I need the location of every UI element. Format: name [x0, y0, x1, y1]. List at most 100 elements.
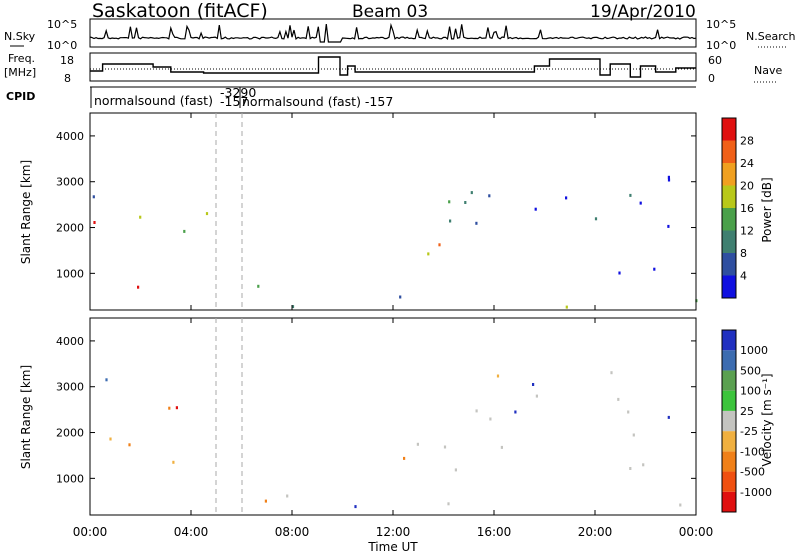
range-gate-cell: [642, 463, 645, 467]
nave-tick-top: 60: [708, 54, 722, 67]
range-gate-cell: [627, 410, 630, 414]
range-gate-cell: [475, 221, 478, 225]
range-gate-cell: [399, 295, 402, 299]
x-tick-label: 20:00: [578, 525, 613, 539]
velocity-ylabel: Slant Range [km]: [19, 365, 33, 469]
range-gate-cell: [617, 397, 620, 401]
range-gate-cell: [291, 305, 295, 309]
frequency-label-1: Freq.: [8, 52, 35, 65]
colorbar-swatch: [722, 471, 736, 492]
colorbar-swatch: [722, 370, 736, 391]
power-panel: 1000 2000 3000 4000 Slant Range [km] 28 24 20…: [19, 112, 774, 311]
velocity-y-ticks: 1000 2000 3000 4000: [56, 335, 696, 485]
range-gate-cell: [464, 201, 467, 204]
frequency-label-2: [MHz]: [4, 66, 36, 79]
range-gate-cell: [667, 224, 670, 228]
range-gate-cell: [667, 175, 670, 179]
colorbar-swatch: [722, 410, 736, 432]
colorbar-frame: [721, 329, 737, 513]
colorbar-tick-label: -100: [740, 445, 765, 458]
y-tick-label: 1000: [56, 267, 84, 280]
colorbar-swatch: [722, 185, 736, 208]
velocity-data-cells: [105, 371, 682, 509]
cpid-segment-3: -157: [220, 94, 248, 109]
colorbar-frame: [721, 117, 737, 299]
nave-tick-bottom: 0: [708, 72, 715, 85]
velocity-frame: [89, 317, 697, 516]
range-gate-cell: [438, 243, 441, 247]
range-gate-cell: [632, 433, 635, 437]
range-gate-cell: [610, 371, 613, 375]
power-data-cells: [92, 175, 698, 309]
frequency-line: [90, 56, 696, 78]
range-gate-cell: [449, 219, 452, 223]
colorbar-tick-label: -1000: [740, 486, 772, 499]
colorbar-swatch: [722, 330, 736, 351]
noise-left-label: N.Sky: [4, 30, 36, 43]
frequency-tick-top: 18: [60, 54, 74, 67]
frequency-panel: Freq. [MHz] 18 8 60 0 Nave: [4, 52, 782, 85]
colorbar-swatch: [722, 208, 736, 231]
y-tick-label: 2000: [56, 222, 84, 235]
colorbar-swatch: [722, 118, 736, 141]
power-y-ticks: 1000 2000 3000 4000: [56, 130, 696, 280]
range-gate-cell: [137, 285, 140, 289]
range-gate-cell: [565, 305, 568, 309]
range-gate-cell: [139, 215, 142, 219]
range-gate-cell: [496, 374, 500, 378]
colorbar-tick-label: 8: [740, 247, 747, 260]
x-axis-label: Time UT: [367, 540, 418, 554]
range-gate-cell: [653, 267, 656, 271]
colorbar-swatch: [722, 253, 736, 276]
beam-title: Beam 03: [352, 2, 428, 22]
range-gate-cell: [489, 417, 492, 421]
range-gate-cell: [443, 445, 447, 449]
range-gate-cell: [447, 502, 450, 506]
colorbar-tick-label: 1000: [740, 344, 768, 357]
range-gate-cell: [205, 212, 209, 216]
noise-left-tick-top: 10^5: [47, 18, 77, 31]
colorbar-tick-label: 20: [740, 180, 754, 193]
colorbar-tick-label: 100: [740, 385, 761, 398]
range-gate-cell: [470, 191, 473, 195]
x-tick-label: 00:00: [73, 525, 108, 539]
power-frame: [89, 112, 697, 311]
range-gate-cell: [534, 207, 537, 211]
x-tick-label: 12:00: [376, 525, 411, 539]
range-gate-cell: [629, 467, 632, 470]
y-tick-label: 4000: [56, 335, 84, 348]
velocity-panel: 1000 2000 3000 4000 Slant Range [km] 1000 50…: [19, 317, 774, 516]
range-gate-cell: [172, 460, 175, 464]
range-gate-cell: [535, 394, 538, 398]
colorbar-tick-label: 4: [740, 270, 747, 283]
range-gate-cell: [475, 409, 478, 413]
range-gate-cell: [454, 468, 457, 472]
noise-panel: N.Sky 10^5 10^0 10^5 10^0 N.Search: [4, 18, 796, 52]
noise-right-tick-bottom: 10^0: [706, 39, 736, 52]
range-gate-cell: [629, 193, 632, 197]
velocity-colorbar-label: Velocity [m s⁻¹]: [760, 373, 774, 466]
velocity-colorbar: 1000 500 100 25 -25 -100 -500 -1000: [721, 329, 772, 513]
colorbar-swatch: [722, 230, 736, 253]
power-colorbar-label: Power [dB]: [760, 177, 774, 242]
colorbar-swatch: [722, 390, 736, 411]
range-gate-cell: [93, 221, 96, 224]
cpid-label: CPID: [6, 90, 35, 103]
range-gate-cell: [105, 378, 108, 382]
colorbar-swatch: [722, 451, 736, 472]
y-tick-label: 2000: [56, 427, 84, 440]
colorbar-tick-label: -500: [740, 466, 765, 479]
cpid-panel: CPID normalsound (fast) -3290 -157 norma…: [6, 85, 696, 109]
range-gate-cell: [532, 383, 535, 386]
range-gate-cell: [679, 503, 682, 507]
range-gate-cell: [618, 271, 621, 275]
colorbar-swatch: [722, 163, 736, 186]
noise-right-tick-top: 10^5: [706, 18, 736, 31]
range-gate-cell: [514, 410, 517, 414]
y-tick-label: 3000: [56, 176, 84, 189]
range-gate-cell: [488, 194, 491, 198]
noise-frame: [89, 18, 697, 48]
station-title: Saskatoon (fitACF): [92, 0, 268, 22]
x-tick-label: 16:00: [477, 525, 512, 539]
